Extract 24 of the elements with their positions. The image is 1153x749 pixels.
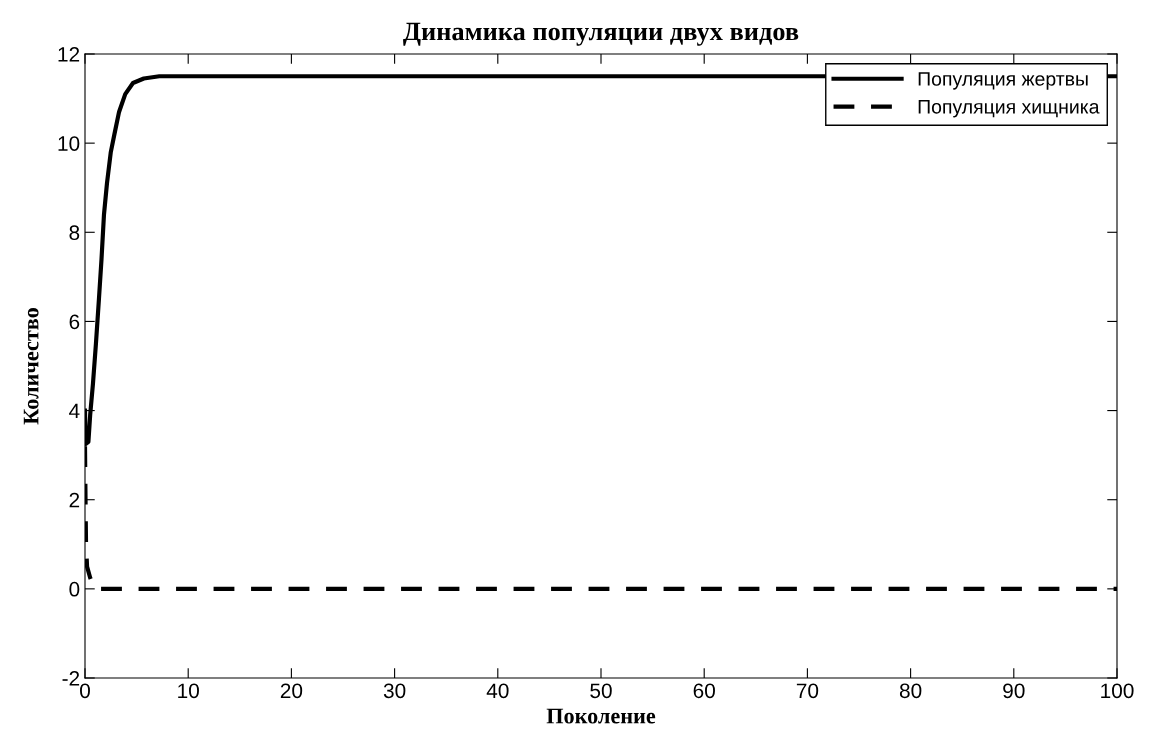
x-tick-label: 20 <box>280 683 303 699</box>
y-axis-title: Количество <box>23 308 39 425</box>
y-tick-label: 8 <box>69 225 80 241</box>
x-tick-label: 50 <box>590 683 612 699</box>
x-axis-title: Поколение <box>546 708 656 724</box>
y-tick-label: 0 <box>69 581 80 597</box>
y-tick-label: 6 <box>69 314 80 330</box>
y-tick-label: 12 <box>58 47 80 62</box>
x-tick-label: 10 <box>178 683 199 699</box>
y-tick-label: 2 <box>69 492 80 508</box>
x-tick-label: 30 <box>383 683 406 699</box>
y-tick-label: 4 <box>69 403 80 419</box>
legend-label: Популяция хищника <box>918 100 1100 118</box>
y-tick-label: -2 <box>62 671 80 686</box>
x-tick-label: 100 <box>1101 683 1134 699</box>
x-tick-label: 80 <box>899 683 922 699</box>
chart-title: Динамика популяции двух видов <box>403 22 799 46</box>
x-tick-label: 90 <box>1003 683 1025 699</box>
x-tick-label: 70 <box>796 683 819 699</box>
legend-label: Популяция жертвы <box>918 72 1088 90</box>
x-tick-label: 60 <box>693 683 715 699</box>
y-tick-label: 10 <box>58 136 80 151</box>
x-tick-label: 40 <box>486 683 509 699</box>
x-tick-label: 0 <box>80 683 90 699</box>
